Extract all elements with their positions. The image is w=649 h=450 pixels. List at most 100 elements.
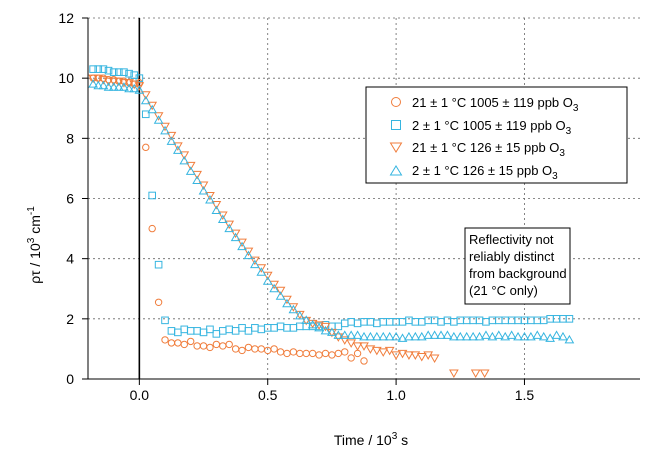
y-tick-label: 6 (66, 191, 74, 207)
data-point-square (141, 110, 150, 119)
data-point-triangle-down (140, 91, 151, 100)
data-point-circle (238, 346, 246, 355)
legend-entry-1: 21 ± 1 °C 1005 ± 119 ppb O3 (391, 95, 579, 114)
data-point-circle (347, 354, 355, 362)
data-point-triangle-up (294, 310, 305, 320)
data-point-triangle-down (339, 336, 350, 345)
legend-marker-triangle-down (389, 142, 403, 153)
y-axis-title-main: ρτ / 10 (27, 243, 43, 284)
data-point-triangle-up (333, 330, 344, 339)
data-point-triangle-down (269, 280, 280, 290)
legend-marker-circle (391, 97, 401, 107)
x-tick-label: 0.0 (130, 387, 150, 403)
data-point-triangle-down (314, 321, 324, 330)
data-point-triangle-up (526, 331, 536, 341)
y-axis-title-sup: 3 (26, 237, 37, 243)
data-point-triangle-down (288, 303, 299, 312)
data-point-square (89, 65, 97, 73)
data-point-triangle-up (153, 115, 164, 124)
y-tick-label: 8 (66, 130, 74, 146)
gridlines (88, 17, 640, 379)
data-point-circle (161, 336, 169, 344)
data-point-triangle-down (192, 170, 202, 180)
data-point-triangle-up (88, 79, 98, 88)
data-point-triangle-up (230, 232, 241, 242)
data-point-triangle-up (436, 330, 446, 339)
legend-label-1: 21 ± 1 °C 1005 ± 119 ppb O3 (412, 95, 579, 114)
data-point-triangle-down (237, 238, 247, 248)
data-point-circle (148, 224, 156, 233)
data-point-triangle-up (391, 331, 401, 341)
data-point-circle (154, 298, 163, 306)
data-point-triangle-up (429, 330, 440, 339)
data-point-triangle-up (564, 334, 575, 344)
legend-label-3: 21 ± 1 °C 126 ± 15 ppb O3 (412, 140, 565, 159)
series-3-triangle-down (88, 74, 490, 378)
data-point-triangle-up (384, 331, 395, 341)
data-point-triangle-up (519, 331, 530, 341)
y-axis-title: ρτ / 103 cm-1 (26, 206, 43, 284)
data-point-triangle-down (88, 74, 98, 84)
data-point-triangle-down (391, 351, 401, 360)
legend-label-2: 2 ± 1 °C 1005 ± 119 ppb O3 (412, 118, 572, 137)
axes (82, 17, 640, 385)
data-point-triangle-up (365, 331, 376, 341)
data-point-triangle-up (224, 223, 235, 233)
data-point-square (148, 191, 156, 200)
legend-label-1-sub: 3 (573, 103, 579, 114)
data-point-circle (360, 357, 368, 365)
data-point-triangle-down (371, 346, 382, 356)
data-point-triangle-up (166, 136, 177, 145)
series-4-triangle-up (88, 79, 575, 344)
data-point-circle (270, 345, 278, 353)
data-point-triangle-up (301, 315, 312, 324)
data-point-triangle-up (320, 325, 331, 335)
data-point-triangle-up (378, 331, 389, 341)
data-point-triangle-up (532, 330, 543, 339)
data-point-triangle-down (198, 181, 209, 190)
data-point-triangle-up (119, 82, 129, 91)
data-point-triangle-down (224, 220, 235, 230)
data-point-triangle-up (250, 259, 260, 269)
y-tick-label: 4 (66, 251, 74, 267)
data-point-square (135, 74, 144, 82)
data-point-triangle-up (262, 276, 273, 285)
data-point-square (161, 316, 169, 325)
data-point-triangle-up (506, 330, 517, 339)
data-point-triangle-up (371, 331, 382, 341)
data-point-triangle-up (211, 205, 222, 215)
data-point-square (99, 65, 108, 73)
data-point-circle (186, 337, 195, 346)
data-point-triangle-up (113, 82, 124, 91)
legend: 21 ± 1 °C 1005 ± 119 ppb O3 2 ± 1 °C 100… (365, 86, 628, 184)
data-point-triangle-up (481, 330, 491, 339)
data-point-triangle-up (487, 331, 498, 341)
data-point-triangle-down (262, 271, 273, 281)
data-point-triangle-up (269, 283, 280, 293)
data-point-triangle-down (275, 286, 286, 296)
data-point-triangle-down (282, 295, 292, 305)
x-tick-label: 1.0 (386, 387, 406, 403)
data-point-square (206, 325, 214, 334)
legend-label-3-text: 21 ± 1 °C 126 ± 15 ppb O (412, 140, 559, 155)
data-point-triangle-down (153, 112, 164, 121)
data-point-triangle-up (327, 327, 337, 336)
data-point-triangle-up (129, 83, 140, 93)
data-point-triangle-up (359, 331, 369, 341)
data-point-triangle-up (147, 104, 158, 114)
data-point-triangle-up (172, 145, 183, 154)
data-point-triangle-down (404, 351, 414, 360)
data-point-triangle-up (352, 330, 363, 339)
data-point-triangle-up (468, 331, 478, 341)
legend-entry-3: 21 ± 1 °C 126 ± 15 ppb O3 (389, 140, 565, 159)
legend-entry-4: 2 ± 1 °C 126 ± 15 ppb O3 (389, 163, 558, 182)
legend-label-2-text: 2 ± 1 °C 1005 ± 119 ppb O (412, 118, 566, 133)
y-tick-label: 2 (66, 311, 74, 327)
data-point-triangle-down (320, 322, 331, 332)
data-point-triangle-down (230, 229, 241, 239)
data-point-square (154, 260, 163, 269)
data-point-triangle-up (134, 85, 145, 94)
x-axis-title: Time / 103 s (334, 431, 408, 448)
